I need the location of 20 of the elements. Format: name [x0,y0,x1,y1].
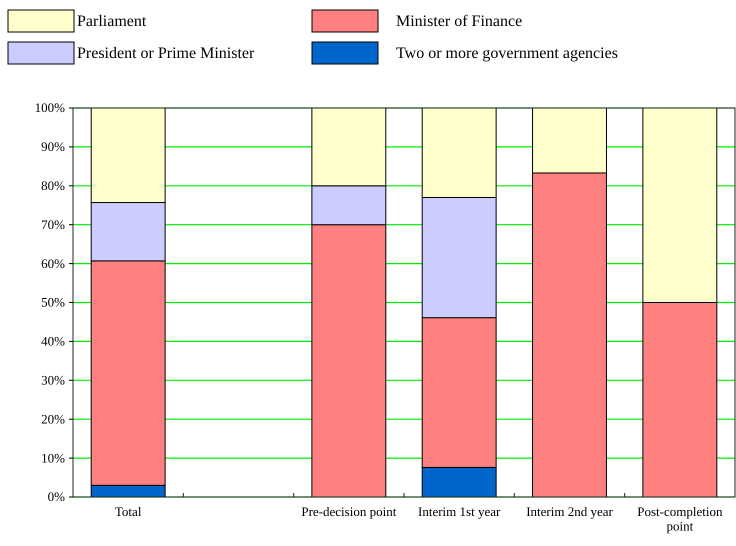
y-tick-label: 100% [34,100,66,116]
y-tick-label: 60% [41,256,66,271]
x-tick-label: Post-completion point [637,504,723,534]
y-tick-label: 80% [41,178,66,193]
y-tick-label: 90% [41,139,66,154]
legend-label: Minister of Finance [396,13,522,30]
y-tick-label: 20% [41,411,66,426]
legend-label: Parliament [77,13,147,30]
legend-label: President or Prime Minister [77,45,255,62]
y-tick-label: 0% [48,489,66,504]
y-tick-label: 10% [41,450,66,466]
x-tick-label: Total [114,504,142,520]
x-tick-label: Interim 1st year [418,504,501,520]
x-tick-label: Interim 2nd year [526,504,614,520]
y-tick-label: 40% [41,334,66,349]
y-tick-label: 50% [41,294,66,310]
y-tick-label: 70% [41,216,66,232]
x-tick-label: Pre-decision point [301,504,397,520]
legend-label: Two or more government agencies [396,45,618,62]
y-tick-label: 30% [41,372,66,388]
